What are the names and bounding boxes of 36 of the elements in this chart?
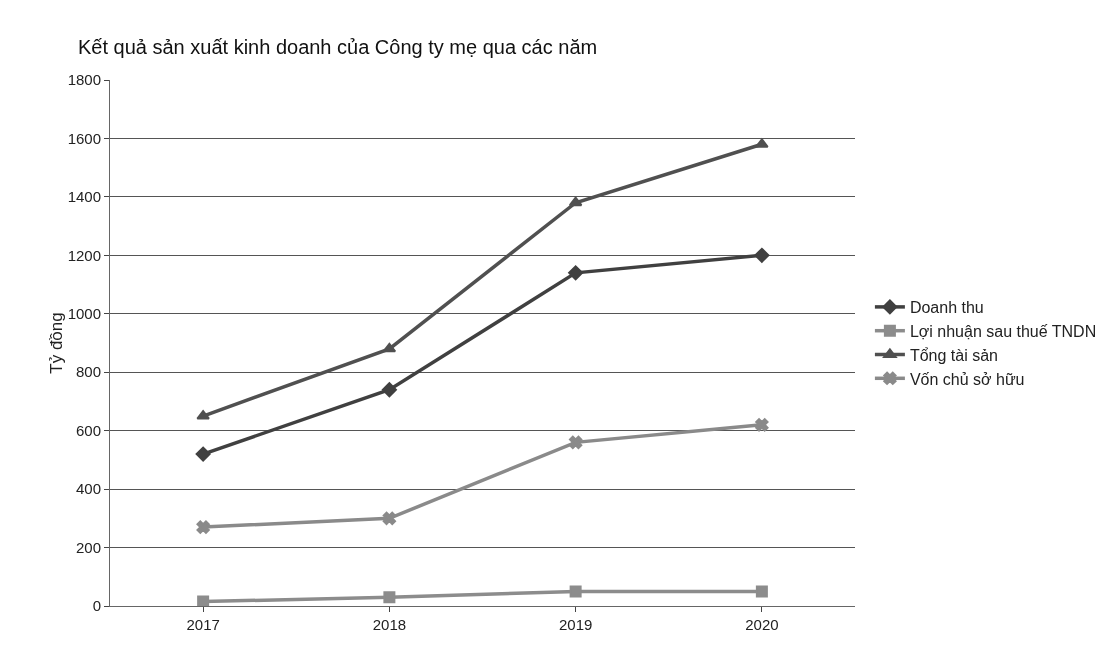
y-tick-label: 600: [75, 421, 101, 439]
point: [381, 382, 397, 398]
y-tick-label: 1200: [67, 246, 101, 264]
y-tick-label: 400: [75, 480, 101, 498]
point: [568, 196, 583, 207]
legend-label: Doanh thu: [909, 299, 984, 317]
y-tick-label: 1000: [67, 305, 101, 323]
point: [197, 595, 210, 606]
x-tick-label: 2018: [372, 616, 407, 633]
y-tick-label: 200: [75, 538, 101, 556]
y-tick-label: 1800: [67, 71, 101, 89]
x-tick-label: 2019: [558, 616, 593, 633]
point: [754, 247, 770, 263]
point: [196, 520, 210, 534]
point: [568, 265, 584, 281]
point: [755, 418, 769, 432]
point: [382, 511, 397, 525]
point: [195, 446, 211, 462]
point: [196, 410, 210, 420]
legend-label: Lợi nhuận sau thuế TNDN: [909, 322, 1097, 340]
point: [383, 591, 396, 604]
y-tick-label: 1600: [67, 129, 101, 147]
x-tick-label: 2017: [186, 616, 220, 633]
legend-label: Tổng tài sản: [909, 346, 998, 364]
y-tick-label: 0: [92, 597, 101, 615]
point: [755, 138, 769, 148]
point: [755, 585, 768, 598]
x-tick-label: 2020: [745, 616, 779, 633]
point: [382, 342, 397, 353]
y-tick-label: 1400: [67, 188, 101, 206]
legend-label: Vốn chủ sở hữu: [909, 370, 1025, 388]
y-axis-title: Tỷ đồng: [46, 312, 66, 374]
point: [568, 435, 583, 450]
point: [569, 585, 582, 598]
y-tick-label: 800: [75, 363, 101, 381]
chart-title: Kết quả sản xuất kinh doanh của Công ty mẹ qua các năm: [77, 35, 598, 58]
